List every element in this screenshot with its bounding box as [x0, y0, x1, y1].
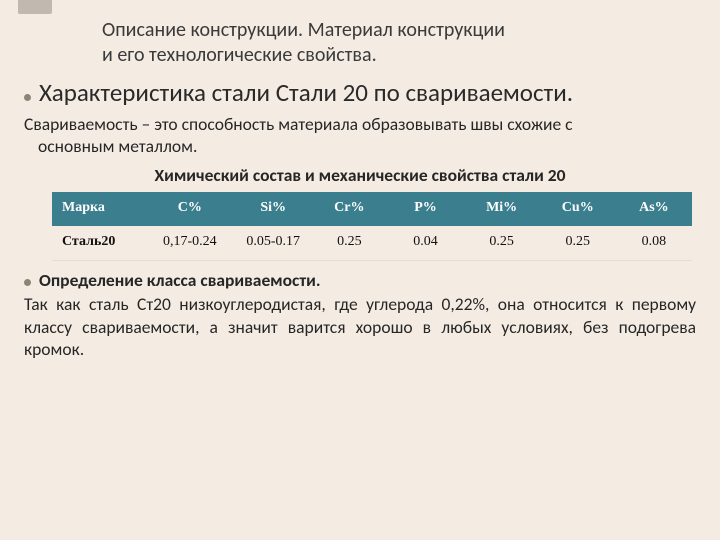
- th-mi: Mi%: [464, 192, 540, 226]
- intro-line-2: основным металлом.: [24, 135, 197, 157]
- final-paragraph: Так как сталь Ст20 низкоуглеродистая, гд…: [24, 293, 696, 361]
- table-caption: Химический состав и механические свойств…: [24, 164, 696, 186]
- td-p: 0.04: [387, 226, 463, 261]
- slide-title: Описание конструкции. Материал конструкц…: [102, 18, 696, 68]
- td-si: 0.05-0.17: [235, 226, 311, 261]
- td-as: 0.08: [616, 226, 692, 261]
- td-c: 0,17-0.24: [145, 226, 236, 261]
- definition-label-text: Определение класса свариваемости: [39, 269, 316, 291]
- subheading-text: Характеристика стали Стали 20 по сварива…: [39, 78, 573, 108]
- bullet-icon: [24, 94, 31, 101]
- th-p: P%: [387, 192, 463, 226]
- bullet-icon: [24, 279, 31, 286]
- th-si: Si%: [235, 192, 311, 226]
- intro-paragraph: Свариваемость – это способность материал…: [24, 114, 696, 158]
- table-header-row: Марка C% Si% Cr% P% Mi% Cu% As%: [52, 192, 692, 226]
- top-accent-block: [18, 0, 52, 14]
- th-cr: Cr%: [311, 192, 387, 226]
- th-marka: Марка: [52, 192, 145, 226]
- composition-table: Марка C% Si% Cr% P% Mi% Cu% As% Сталь20 …: [52, 192, 692, 261]
- title-line-1: Описание конструкции. Материал конструкц…: [102, 18, 696, 43]
- slide-content: Описание конструкции. Материал конструкц…: [0, 0, 720, 361]
- th-as: As%: [616, 192, 692, 226]
- td-marka: Сталь20: [52, 226, 145, 261]
- definition-label: Определение класса свариваемости.: [39, 269, 321, 291]
- definition-row: Определение класса свариваемости.: [24, 269, 696, 291]
- td-cu: 0.25: [540, 226, 616, 261]
- td-cr: 0.25: [311, 226, 387, 261]
- th-cu: Cu%: [540, 192, 616, 226]
- table-row: Сталь20 0,17-0.24 0.05-0.17 0.25 0.04 0.…: [52, 226, 692, 261]
- title-line-2: и его технологические свойства.: [102, 43, 696, 68]
- intro-line-1: Свариваемость – это способность материал…: [24, 113, 573, 135]
- th-c: C%: [145, 192, 236, 226]
- td-mi: 0.25: [464, 226, 540, 261]
- subheading-row: Характеристика стали Стали 20 по сварива…: [24, 78, 696, 108]
